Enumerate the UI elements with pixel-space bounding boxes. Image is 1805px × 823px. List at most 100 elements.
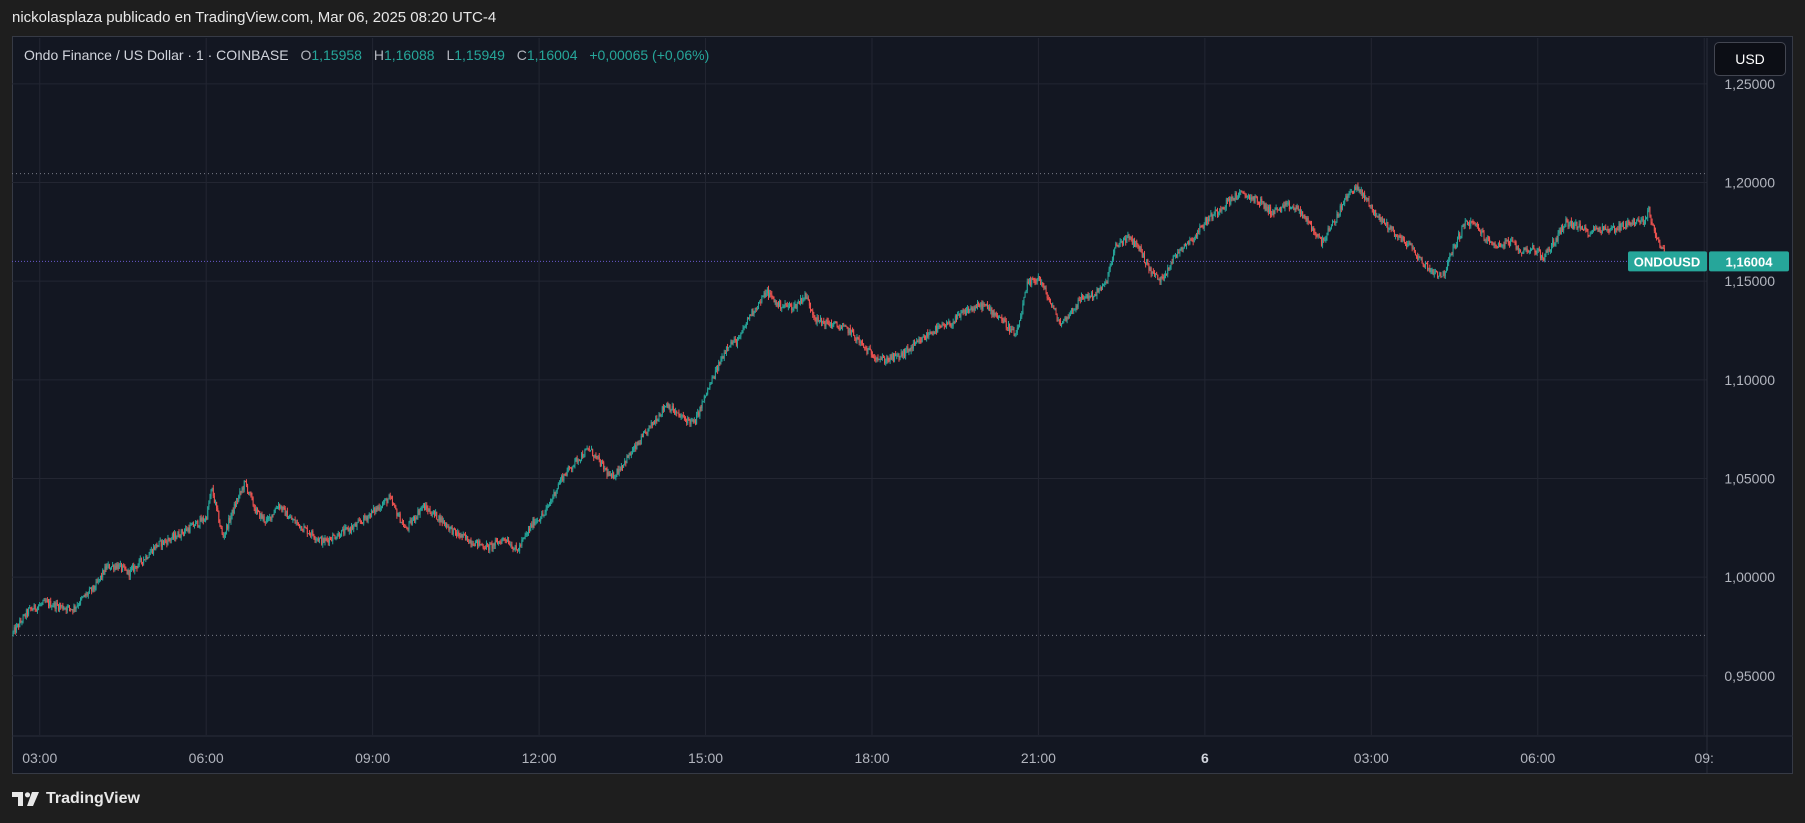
candle-body: [876, 357, 878, 360]
candle-body: [1313, 227, 1315, 232]
candle-body: [1659, 242, 1661, 247]
candle-body: [60, 605, 62, 607]
candle-body: [1444, 271, 1446, 276]
candle-body: [1299, 209, 1301, 215]
candle-body: [926, 332, 928, 340]
chart-grid: [12, 38, 1793, 773]
candle-body: [1413, 247, 1415, 252]
candle-body: [1500, 243, 1502, 247]
candle-body: [1362, 193, 1364, 196]
candle-body: [185, 528, 187, 531]
candle-body: [450, 526, 452, 528]
low-value: 1,15949: [454, 47, 505, 63]
candle-body: [1534, 249, 1536, 253]
candle-body: [1626, 223, 1628, 228]
candle-body: [315, 538, 317, 540]
candle-body: [1203, 224, 1205, 229]
candle-body: [1104, 283, 1106, 285]
candle-body: [196, 520, 198, 522]
candle-body: [1427, 263, 1429, 270]
candle-body: [990, 308, 992, 311]
candle-body: [260, 513, 262, 519]
candle-body: [1270, 206, 1272, 215]
candle-body: [53, 602, 55, 607]
candle-body: [817, 317, 819, 322]
candle-body: [344, 527, 346, 534]
candle-body: [1046, 292, 1048, 298]
candle-body: [1346, 196, 1348, 199]
candle-body: [620, 465, 622, 471]
candle-body: [386, 498, 388, 504]
candle-body: [300, 526, 302, 529]
candle-body: [1156, 273, 1158, 275]
candle-body: [790, 304, 792, 306]
candle-body: [758, 302, 760, 309]
candle-body: [1387, 222, 1389, 230]
currency-button[interactable]: USD: [1714, 42, 1786, 76]
candle-body: [1355, 187, 1357, 190]
candle-body: [543, 514, 545, 516]
candle-body: [170, 538, 172, 541]
candle-body: [824, 323, 826, 327]
candle-body: [1642, 218, 1644, 225]
candle-body: [827, 321, 829, 324]
candle-body: [293, 519, 295, 521]
candle-body: [1242, 192, 1244, 194]
candle-body: [231, 509, 233, 517]
candle-body: [931, 333, 933, 335]
open-value: 1,15958: [311, 47, 362, 63]
candle-body: [1182, 247, 1184, 250]
candle-body: [220, 525, 222, 529]
candle-body: [1257, 202, 1259, 204]
candle-body: [229, 517, 231, 522]
candle-body: [139, 558, 141, 560]
candle-body: [368, 513, 370, 517]
candle-body: [281, 506, 283, 511]
candle-body: [816, 317, 818, 323]
candle-body: [1524, 247, 1526, 249]
candle-body: [1169, 266, 1171, 268]
candle-body: [1040, 278, 1042, 285]
candle-body: [900, 352, 902, 357]
candle-body: [954, 316, 956, 323]
candle-body: [1586, 229, 1588, 232]
candle-body: [338, 532, 340, 538]
candle-body: [1472, 222, 1474, 224]
tradingview-brand[interactable]: TradingView: [12, 790, 140, 808]
candle-body: [1080, 295, 1082, 301]
time-tick-label: 21:00: [1021, 750, 1056, 766]
candle-body: [459, 535, 461, 538]
candle-body: [1078, 299, 1080, 301]
candle-body: [905, 349, 907, 357]
candle-body: [721, 356, 723, 360]
candle-body: [870, 350, 872, 355]
candle-body: [1281, 206, 1283, 212]
candle-body: [297, 522, 299, 525]
candle-body: [1432, 269, 1434, 275]
candle-body: [115, 565, 117, 569]
candle-body: [1325, 237, 1327, 240]
candle-body: [779, 301, 781, 307]
candle-body: [509, 544, 511, 546]
candle-body: [124, 566, 126, 570]
candle-body: [1371, 204, 1373, 210]
candle-body: [662, 406, 664, 410]
candle-body: [1625, 223, 1627, 229]
candle-body: [951, 325, 953, 327]
candle-body: [1579, 223, 1581, 230]
candle-body: [59, 605, 61, 610]
candle-body: [334, 535, 336, 539]
candle-body: [1555, 238, 1557, 244]
candle-body: [1256, 196, 1258, 203]
publisher-attribution: nickolasplaza publicado en TradingView.c…: [12, 9, 497, 26]
candle-body: [85, 593, 87, 597]
candle-body: [144, 559, 146, 561]
candle-body: [1518, 250, 1520, 252]
candle-body: [1343, 204, 1345, 206]
candle-body: [1491, 241, 1493, 243]
candle-body: [707, 389, 709, 395]
candle-body: [791, 304, 793, 311]
candle-body: [1458, 233, 1460, 237]
candle-body: [339, 536, 341, 538]
